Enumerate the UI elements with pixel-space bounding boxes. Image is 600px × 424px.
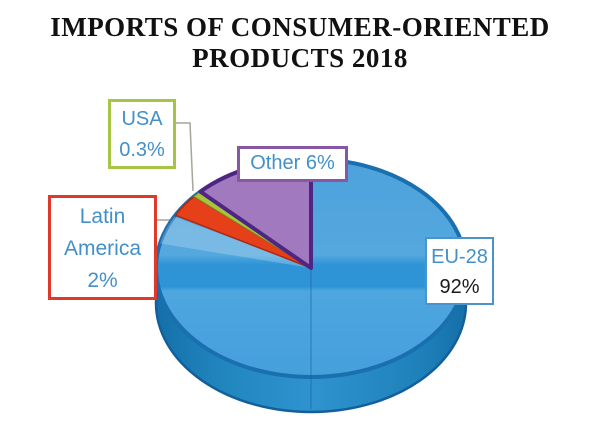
- callout-latin-america-label-line1: Latin: [79, 205, 126, 228]
- chart-title: IMPORTS OF CONSUMER-ORIENTED PRODUCTS 20…: [0, 12, 600, 74]
- callout-eu28-label: EU-28: [431, 246, 488, 268]
- callout-other-label: Other 6%: [250, 152, 335, 174]
- callout-usa-value: 0.3%: [119, 139, 165, 161]
- pie-highlight: [160, 216, 311, 268]
- callout-latin-america-value: 2%: [87, 269, 118, 292]
- chart-title-line2: PRODUCTS 2018: [192, 43, 408, 73]
- callout-latin-america: Latin America 2%: [48, 195, 157, 300]
- callout-eu28-value: 92%: [439, 276, 480, 298]
- usa-leader-line: [176, 122, 194, 192]
- callout-latin-america-label-line2: America: [63, 237, 142, 260]
- callout-usa: USA 0.3%: [108, 99, 176, 169]
- callout-usa-label: USA: [121, 108, 163, 130]
- chart-title-line1: IMPORTS OF CONSUMER-ORIENTED: [50, 12, 550, 42]
- callout-eu28: EU-28 92%: [425, 237, 494, 305]
- callout-other: Other 6%: [237, 146, 348, 182]
